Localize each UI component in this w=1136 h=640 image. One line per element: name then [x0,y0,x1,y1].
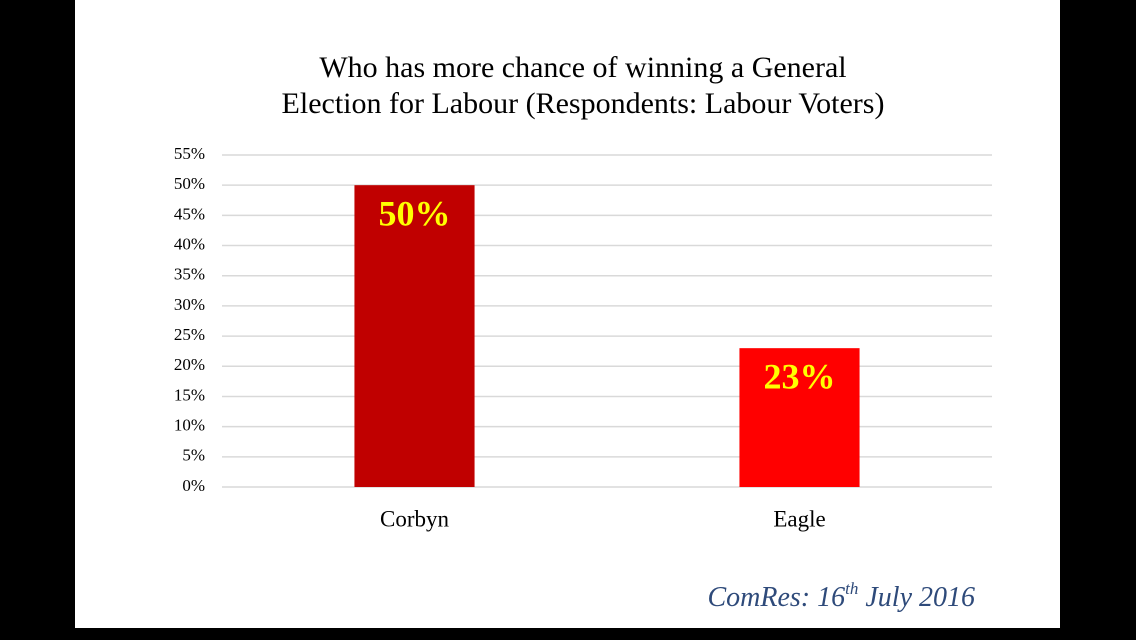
slide-background [75,0,1060,628]
chart-title: Who has more chance of winning a General [319,51,846,84]
y-tick-label: 15% [174,385,205,404]
x-tick-label: Eagle [773,506,825,531]
y-tick-label: 25% [174,325,205,344]
chart-title: Election for Labour (Respondents: Labour… [282,87,885,120]
value-label: 50% [379,193,451,233]
source-text: ComRes: 16 [707,582,845,613]
y-tick-label: 45% [174,204,205,223]
y-tick-label: 35% [174,265,205,284]
source-note: ComRes: 16th July 2016 [707,579,975,614]
source-superscript: th [845,579,858,598]
y-tick-label: 10% [174,416,205,435]
y-tick-label: 5% [182,446,205,465]
x-tick-label: Corbyn [380,506,450,531]
source-rest: July 2016 [858,582,975,613]
y-tick-label: 20% [174,355,205,374]
y-tick-label: 50% [174,174,205,193]
bar [354,185,475,487]
bar [739,348,860,487]
y-tick-label: 40% [174,234,205,253]
y-tick-label: 55% [174,144,205,163]
y-tick-label: 0% [182,476,205,495]
y-tick-label: 30% [174,295,205,314]
value-label: 23% [764,356,836,396]
